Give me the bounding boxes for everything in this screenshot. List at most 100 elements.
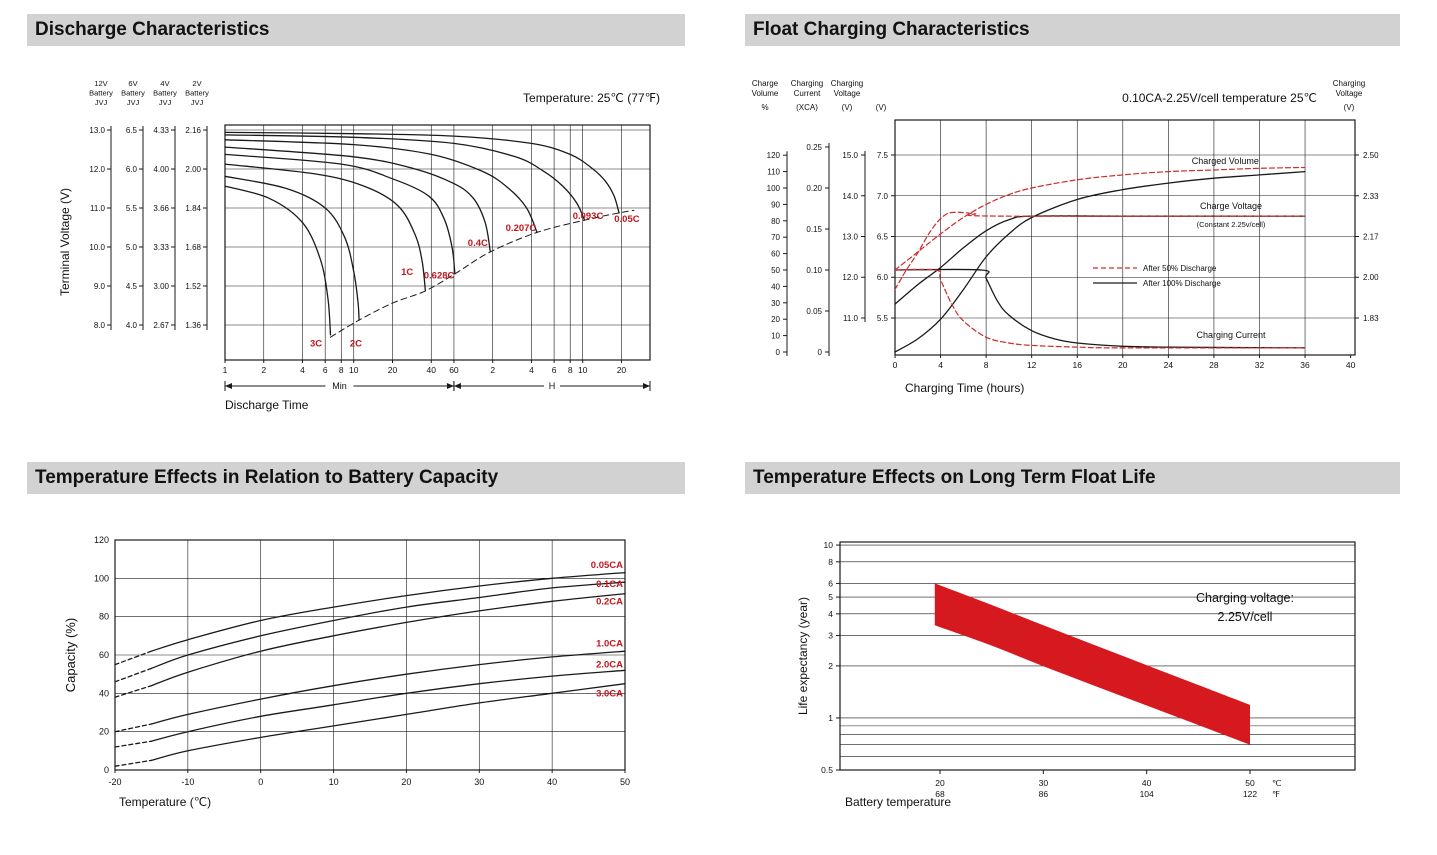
svg-text:30: 30 [474,777,484,787]
svg-text:2: 2 [828,661,833,671]
svg-text:4: 4 [529,365,534,375]
svg-text:10: 10 [349,365,359,375]
discharge-note: Temperature: 25℃ (77℉) [523,91,660,105]
svg-text:Battery: Battery [121,89,145,98]
svg-text:5: 5 [828,592,833,602]
svg-text:After 100% Discharge: After 100% Discharge [1143,279,1221,288]
svg-text:8: 8 [339,365,344,375]
svg-text:0.05CA: 0.05CA [591,560,623,571]
float-curve-labels: Charged Volume Charge Voltage (Constant 2.… [1192,156,1266,340]
float-note: 0.10CA-2.25V/cell temperature 25℃ [1122,91,1317,105]
discharge-curves: 0.05C 0.093C 0.207C 0.4C 0.628C 1C 2C 3C [224,131,640,349]
svg-text:1: 1 [223,365,228,375]
svg-text:2.00: 2.00 [1363,273,1379,282]
float-grid [894,119,1356,356]
svg-text:28: 28 [1209,360,1219,370]
svg-text:10: 10 [824,540,834,550]
svg-text:32: 32 [1255,360,1265,370]
svg-text:Charging: Charging [791,79,823,88]
svg-text:Voltage: Voltage [1336,89,1363,98]
svg-text:0: 0 [893,360,898,370]
svg-text:20: 20 [617,365,627,375]
svg-text:6: 6 [828,578,833,588]
svg-text:6: 6 [323,365,328,375]
life-annotation: Charging voltage: 2.25V/cell [1196,591,1294,624]
svg-text:11.0: 11.0 [90,204,106,213]
svg-text:3: 3 [828,630,833,640]
svg-text:Battery: Battery [89,89,113,98]
svg-text:70: 70 [771,233,780,242]
svg-text:40: 40 [771,282,780,291]
svg-text:122: 122 [1243,789,1257,799]
panel-float-charging: Float Charging Characteristics 0 4 8 12 16 20… [745,14,1400,446]
svg-text:60: 60 [771,250,780,259]
svg-text:6: 6 [552,365,557,375]
svg-text:Battery temperature: Battery temperature [845,795,951,809]
capacity-ticks: 0 20 40 60 80 100 120 -20 -10 0 10 20 30 40 50 Capacity… [63,535,630,809]
life-band [934,583,1250,745]
svg-text:2.17: 2.17 [1363,232,1379,241]
svg-text:Temperature (℃): Temperature (℃) [119,795,211,809]
svg-text:3.00: 3.00 [153,282,169,291]
svg-text:1.68: 1.68 [185,243,201,252]
svg-text:0.5: 0.5 [821,765,833,775]
svg-text:(Constant 2.25v/cell): (Constant 2.25v/cell) [1197,220,1266,229]
svg-text:100: 100 [94,573,109,583]
capacity-grid [114,539,626,771]
float-left-axes: 12011010090807060504030201000.250.200.15… [752,79,895,357]
svg-text:15.0: 15.0 [842,151,858,160]
svg-text:12V: 12V [94,79,107,88]
svg-text:0: 0 [258,777,263,787]
svg-text:120: 120 [767,151,781,160]
svg-text:0.093C: 0.093C [573,211,604,222]
svg-text:2.16: 2.16 [185,126,201,135]
svg-text:1.83: 1.83 [1363,314,1379,323]
svg-text:60: 60 [449,365,459,375]
svg-text:80: 80 [771,217,780,226]
svg-text:9.0: 9.0 [94,282,106,291]
panel-title-float-life: Temperature Effects on Long Term Float L… [745,462,1400,494]
svg-text:1.0CA: 1.0CA [596,638,623,649]
svg-text:(V): (V) [842,103,853,112]
svg-text:After 50% Discharge: After 50% Discharge [1143,264,1217,273]
svg-text:110: 110 [767,168,780,177]
svg-text:5.5: 5.5 [877,314,889,323]
svg-text:20: 20 [99,727,109,737]
svg-text:(XCA): (XCA) [796,103,818,112]
svg-text:4.33: 4.33 [153,126,169,135]
svg-text:0.15: 0.15 [806,225,822,234]
svg-text:2: 2 [261,365,266,375]
svg-text:0.628C: 0.628C [424,270,455,281]
svg-text:Voltage: Voltage [834,89,861,98]
float-charging-chart: 0 4 8 12 16 20 24 28 32 36 40 Charging Time (hours)… [752,79,1379,395]
svg-text:JVJ: JVJ [127,98,140,107]
svg-text:Volume: Volume [752,89,779,98]
svg-text:Discharge Time: Discharge Time [225,398,309,412]
svg-text:7.5: 7.5 [877,151,889,160]
svg-text:3.66: 3.66 [153,204,169,213]
svg-text:1C: 1C [401,267,413,278]
svg-text:4.0: 4.0 [126,321,138,330]
svg-text:68: 68 [935,789,945,799]
svg-text:Battery: Battery [153,89,177,98]
svg-text:20: 20 [1118,360,1128,370]
svg-text:104: 104 [1140,789,1154,799]
svg-text:2.33: 2.33 [1363,192,1379,201]
svg-text:13.0: 13.0 [89,126,105,135]
svg-text:Current: Current [794,89,821,98]
svg-text:Battery: Battery [185,89,209,98]
svg-text:3.33: 3.33 [153,243,169,252]
svg-text:2.25V/cell: 2.25V/cell [1218,610,1273,624]
svg-text:12: 12 [1027,360,1037,370]
svg-text:6.5: 6.5 [126,126,138,135]
capacity-curves: 0.05CA 0.1CA 0.2CA 1.0CA 2.0CA 3.0CA [114,560,626,767]
svg-text:4V: 4V [160,79,169,88]
svg-text:Charged Volume: Charged Volume [1192,156,1259,166]
panel-discharge-characteristics: Discharge Characteristics 1 2 4 6 8 10 20 40 60 2… [27,14,685,446]
svg-text:40: 40 [99,688,109,698]
svg-text:11.0: 11.0 [843,314,859,323]
svg-text:Charging: Charging [1333,79,1365,88]
